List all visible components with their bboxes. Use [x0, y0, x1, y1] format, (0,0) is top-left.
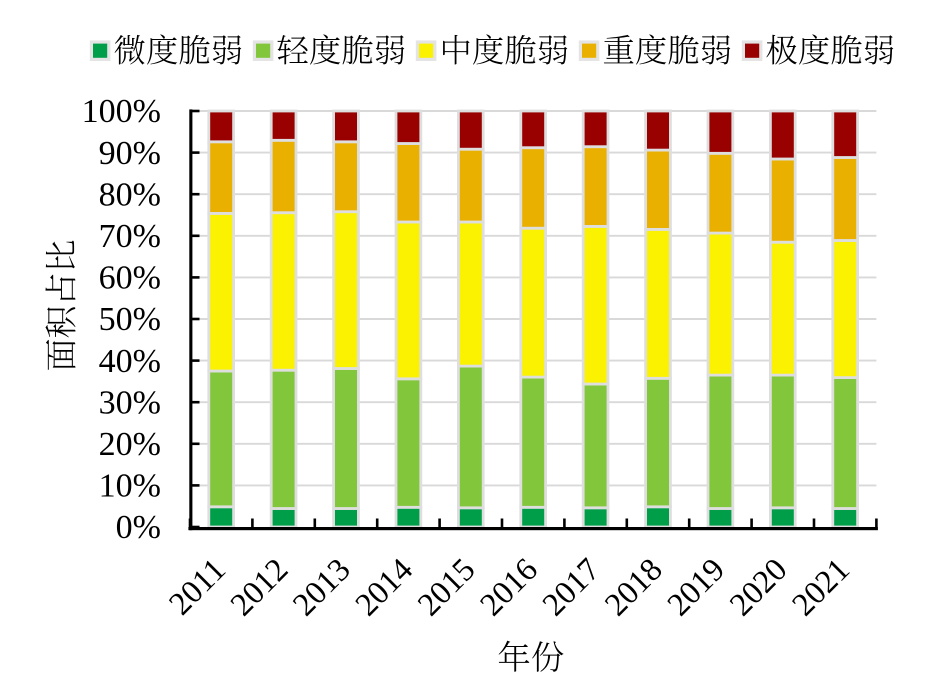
svg-text:90%: 90% — [99, 135, 161, 172]
svg-text:100%: 100% — [82, 93, 161, 130]
svg-text:10%: 10% — [99, 468, 161, 505]
svg-text:70%: 70% — [99, 218, 161, 255]
svg-text:0%: 0% — [116, 509, 161, 546]
svg-text:30%: 30% — [99, 384, 161, 421]
svg-text:80%: 80% — [99, 176, 161, 213]
svg-text:20%: 20% — [99, 426, 161, 463]
svg-text:50%: 50% — [99, 301, 161, 338]
svg-text:40%: 40% — [99, 343, 161, 380]
svg-text:60%: 60% — [99, 260, 161, 297]
